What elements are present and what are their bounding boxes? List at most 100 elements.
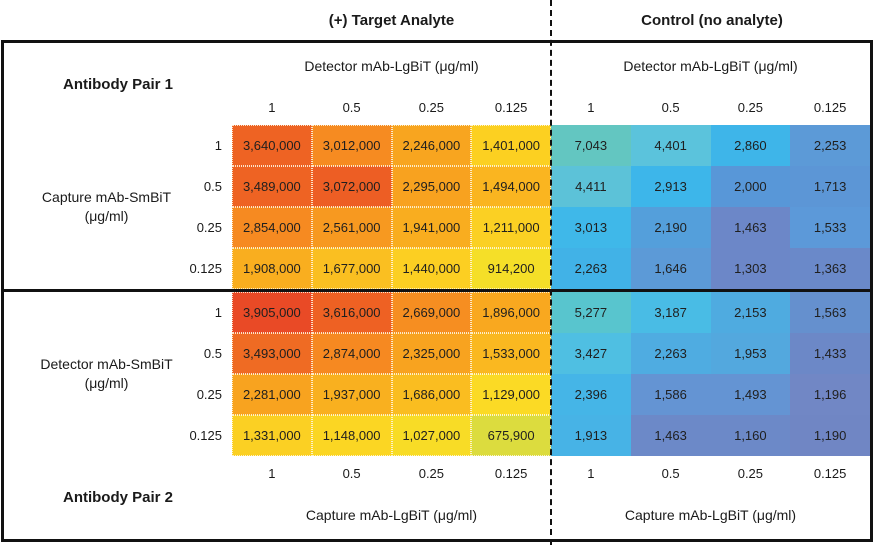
col-tick-label: 0.25 (737, 465, 764, 481)
row-axis-name: Detector mAb-SmBiT (40, 356, 173, 373)
row-tick-label: 0.125 (189, 428, 222, 443)
heatmap-cell: 1,196 (790, 374, 870, 415)
pair1-target-column-axis: Detector mAb-LgBiT (μg/ml) 1 0.5 0.25 0.… (232, 43, 551, 125)
heatmap-cell: 1,211,000 (471, 207, 551, 248)
heatmap-cell: 1,160 (710, 415, 791, 456)
col-tick-label: 0.125 (813, 99, 847, 115)
row-tick-label: 0.5 (203, 179, 222, 194)
pair2-row-axis: Detector mAb-SmBiT (μg/ml) 1 0.5 0.25 0.… (4, 292, 232, 456)
antibody-pair-2-label: Antibody Pair 2 (62, 489, 174, 506)
heatmap-cell: 2,396 (551, 374, 631, 415)
heatmap-cell: 1,440,000 (391, 248, 472, 289)
row-tick-label: 0.25 (196, 220, 222, 235)
pair1-control-column-axis: Detector mAb-LgBiT (μg/ml) 1 0.5 0.25 0.… (551, 43, 870, 125)
col-tick-label: 0.5 (661, 99, 680, 115)
heatmap-cell: 2,913 (630, 166, 711, 207)
heatmap-cell: 1,303 (710, 248, 791, 289)
heatmap-cell: 1,027,000 (391, 415, 472, 456)
heatmap-cell: 2,325,000 (391, 333, 472, 374)
column-tick-row: 1 0.5 0.25 0.125 (551, 89, 870, 125)
col-tick-label: 0.125 (813, 465, 847, 481)
column-axis-label: Detector mAb-LgBiT (μg/ml) (623, 58, 798, 74)
row-tick-label: 0.25 (196, 387, 222, 402)
heatmap-cell: 5,277 (551, 292, 631, 333)
column-tick-row: 1 0.5 0.25 0.125 (551, 456, 870, 490)
heatmap-cell: 1,463 (630, 415, 711, 456)
column-tick-row: 1 0.5 0.25 0.125 (232, 89, 551, 125)
column-axis-label: Capture mAb-LgBiT (μg/ml) (305, 506, 478, 523)
pair1-row-axis: Capture mAb-SmBiT (μg/ml) 1 0.5 0.25 0.1… (4, 125, 232, 289)
heatmap-cell: 3,427 (551, 333, 631, 374)
col-tick-label: 0.125 (494, 99, 528, 115)
column-axis-label: Capture mAb-LgBiT (μg/ml) (624, 506, 797, 523)
heatmap-cell: 1,331,000 (232, 415, 312, 456)
row-axis-name: Capture mAb-SmBiT (41, 189, 172, 206)
heatmap-cell: 1,129,000 (471, 374, 551, 415)
heatmap-cell: 2,854,000 (232, 207, 312, 248)
heatmap-cell: 1,363 (790, 248, 870, 289)
heatmap-cell: 2,561,000 (311, 207, 392, 248)
pair1-control-heatmap: 7,043 4,401 2,860 2,253 4,411 2,913 2,000 1,713… (551, 125, 870, 289)
heatmap-cell: 914,200 (471, 248, 551, 289)
heatmap-cell: 3,012,000 (311, 125, 392, 166)
heatmap-cell: 3,905,000 (232, 292, 312, 333)
col-tick-label: 0.125 (494, 465, 528, 481)
heatmap-cell: 1,941,000 (391, 207, 472, 248)
heatmap-cell: 675,900 (471, 415, 551, 456)
pair2-target-heatmap: 3,905,000 3,616,000 2,669,000 1,896,000 3,49… (232, 292, 551, 456)
heatmap-cell: 1,533 (790, 207, 870, 248)
heatmap-cell: 3,640,000 (232, 125, 312, 166)
heatmap-cell: 1,433 (790, 333, 870, 374)
heatmap-cell: 1,190 (790, 415, 870, 456)
row-axis-unit: (μg/ml) (84, 375, 129, 391)
heatmap-cell: 2,263 (630, 333, 711, 374)
heatmap-cell: 7,043 (551, 125, 631, 166)
heatmap-cell: 1,913 (551, 415, 631, 456)
heatmap-cell: 1,953 (710, 333, 791, 374)
heatmap-cell: 1,533,000 (471, 333, 551, 374)
col-tick-label: 0.25 (418, 99, 445, 115)
heatmap-cell: 2,253 (790, 125, 870, 166)
heatmap-cell: 2,295,000 (391, 166, 472, 207)
heatmap-cell: 1,401,000 (471, 125, 551, 166)
heatmap-cell: 1,908,000 (232, 248, 312, 289)
pair2-section: Detector mAb-SmBiT (μg/ml) 1 0.5 0.25 0.… (4, 292, 870, 456)
col-tick-label: 0.5 (342, 99, 361, 115)
row-tick-label: 0.125 (189, 261, 222, 276)
pair2-control-heatmap: 5,277 3,187 2,153 1,563 3,427 2,263 1,953 1,433… (551, 292, 870, 456)
heatmap-cell: 1,896,000 (471, 292, 551, 333)
header-spacer (1, 0, 232, 40)
col-tick-label: 0.5 (661, 465, 680, 481)
heatmap-cell: 3,616,000 (311, 292, 392, 333)
heatmap-cell: 1,494,000 (471, 166, 551, 207)
results-table: Antibody Pair 1 Detector mAb-LgBiT (μg/m… (1, 40, 873, 542)
pair1-target-heatmap: 3,640,000 3,012,000 2,246,000 1,401,000 3,48… (232, 125, 551, 289)
heatmap-cell: 1,586 (630, 374, 711, 415)
pair2-control-column-axis: 1 0.5 0.25 0.125 Capture mAb-LgBiT (μg/m… (551, 456, 870, 539)
heatmap-cell: 3,493,000 (232, 333, 312, 374)
heatmap-cell: 2,281,000 (232, 374, 312, 415)
heatmap-cell: 1,677,000 (311, 248, 392, 289)
row-axis-label: Detector mAb-SmBiT (μg/ml) (14, 355, 199, 393)
heatmap-cell: 1,646 (630, 248, 711, 289)
pair1-section: Capture mAb-SmBiT (μg/ml) 1 0.5 0.25 0.1… (4, 125, 870, 289)
table-head: Antibody Pair 1 Detector mAb-LgBiT (μg/m… (4, 43, 870, 125)
heatmap-cell: 4,401 (630, 125, 711, 166)
col-tick-label: 1 (268, 99, 276, 115)
heatmap-cell: 1,563 (790, 292, 870, 333)
heatmap-cell: 3,072,000 (311, 166, 392, 207)
col-tick-label: 1 (587, 99, 595, 115)
heatmap-cell: 1,937,000 (311, 374, 392, 415)
pair2-target-column-axis: 1 0.5 0.25 0.125 Capture mAb-LgBiT (μg/m… (232, 456, 551, 539)
target-control-dashed-divider (550, 0, 552, 545)
column-tick-row: 1 0.5 0.25 0.125 (232, 456, 551, 490)
row-tick-label: 0.5 (203, 346, 222, 361)
heatmap-cell: 2,246,000 (391, 125, 472, 166)
heatmap-cell: 2,000 (710, 166, 791, 207)
heatmap-cell: 2,153 (710, 292, 791, 333)
heatmap-cell: 3,013 (551, 207, 631, 248)
pair-divider-line (4, 289, 870, 292)
heatmap-cell: 1,493 (710, 374, 791, 415)
heatmap-cell: 2,190 (630, 207, 711, 248)
